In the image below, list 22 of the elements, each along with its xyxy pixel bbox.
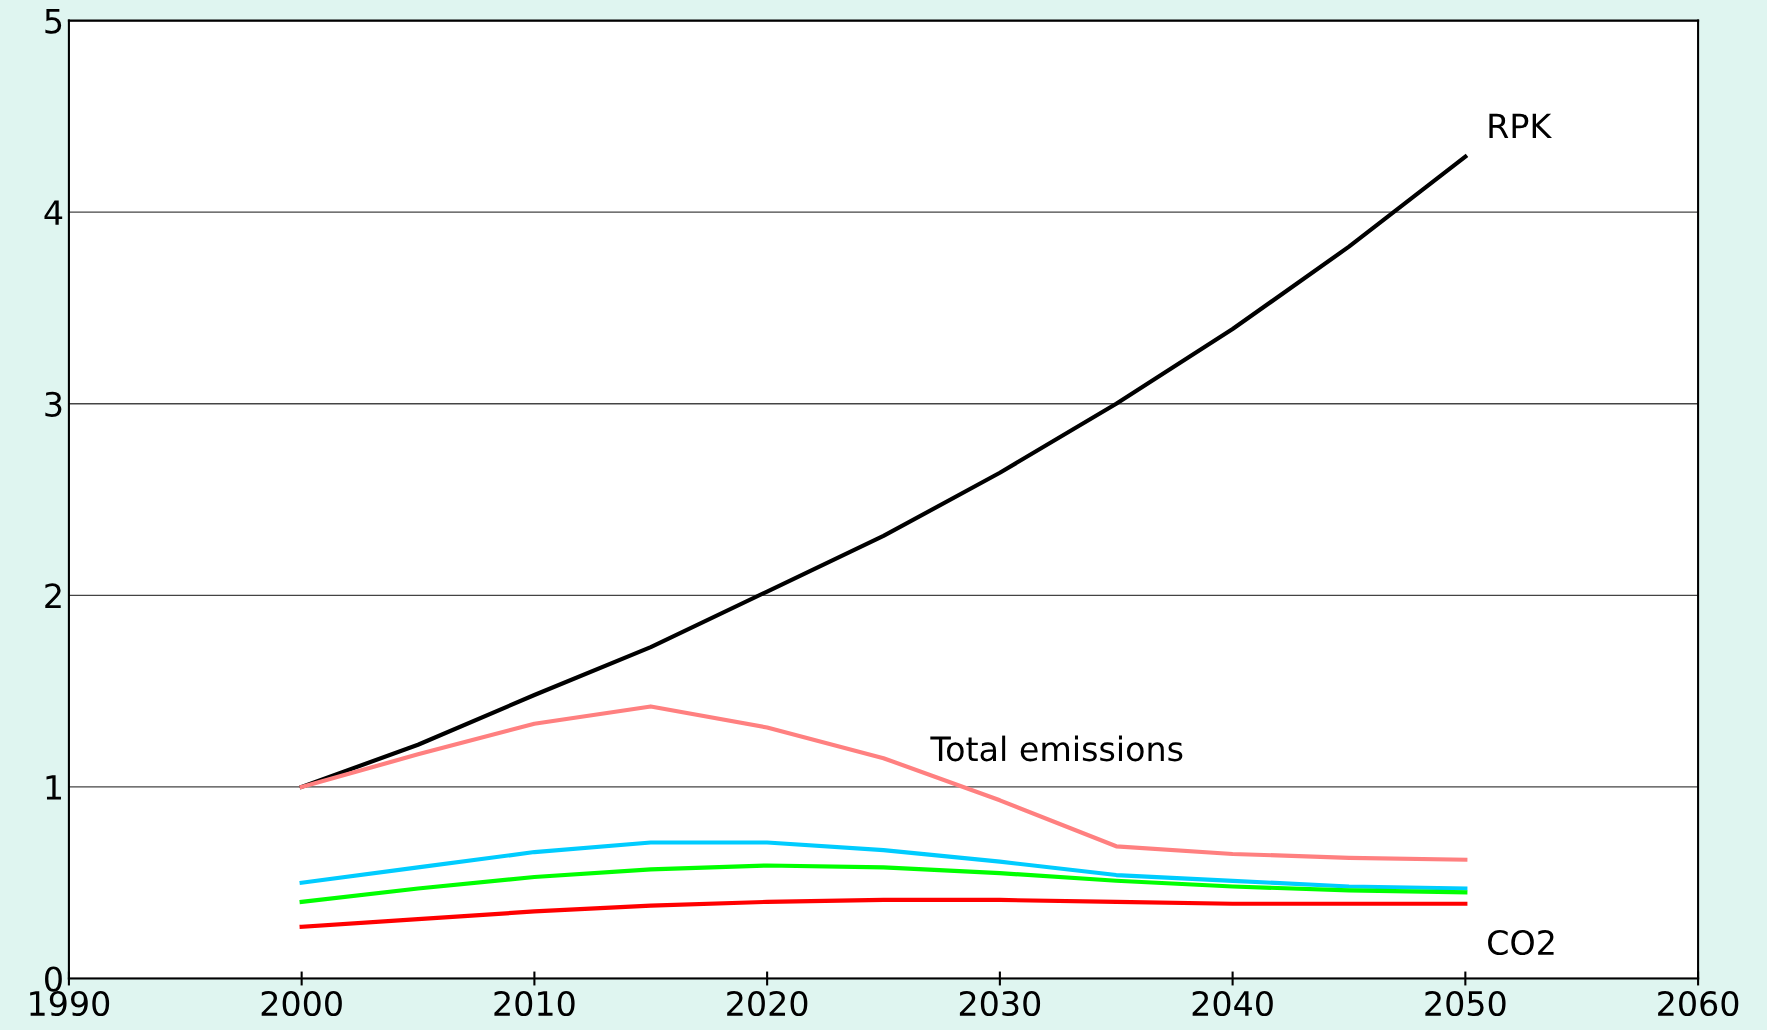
y-tick-label: 4: [44, 200, 63, 225]
line-series: [299, 704, 1468, 862]
y-tick-label: 3: [45, 391, 62, 417]
line-series: [299, 840, 1468, 891]
series-label: CO2: [1488, 929, 1554, 956]
line-series: [299, 154, 1468, 790]
y-tick-label: 2: [45, 583, 61, 608]
x-tick-label: 2050: [1425, 990, 1506, 1017]
x-tick-label: 2010: [494, 990, 575, 1017]
y-tick-label: 0: [45, 966, 62, 992]
y-tick-label: 5: [45, 8, 62, 34]
series-label: Total emissions: [930, 735, 1183, 762]
x-tick-label: 2040: [1192, 990, 1273, 1017]
series-label: RPK: [1489, 113, 1552, 139]
x-tick-label: 2030: [959, 990, 1041, 1017]
line-series: [299, 863, 1468, 904]
x-tick-label: 2000: [261, 990, 342, 1017]
line-series: [299, 897, 1468, 929]
x-tick-label: 2060: [1658, 990, 1739, 1017]
x-tick-label: 1990: [30, 990, 110, 1017]
x-tick-label: 2020: [727, 990, 808, 1017]
y-tick-label: 1: [46, 775, 61, 800]
